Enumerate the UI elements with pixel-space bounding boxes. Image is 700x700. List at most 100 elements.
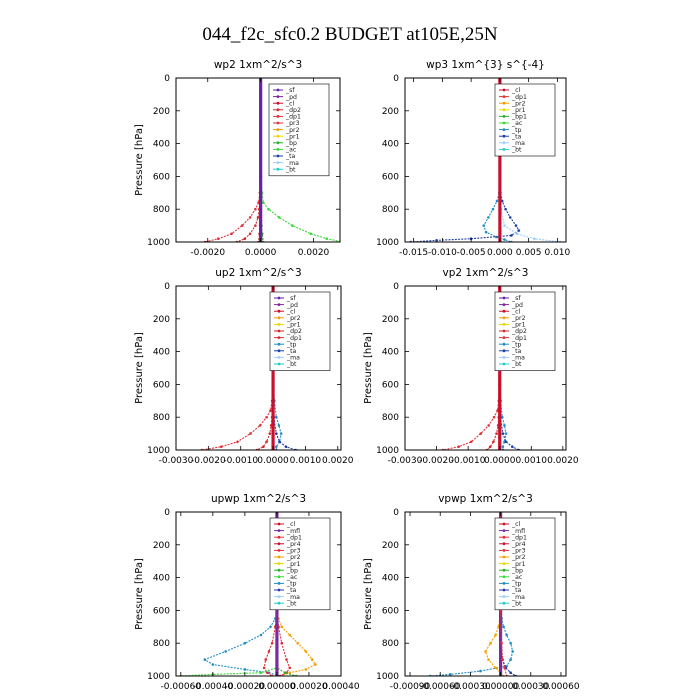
point-ta bbox=[508, 216, 512, 219]
point-tp bbox=[269, 625, 272, 629]
x-tick-label: 0.010 bbox=[544, 248, 570, 258]
point-dp1 bbox=[492, 415, 496, 419]
chart-panel-2: 0 200 400 600 800 1000-0.015 -0.010 -0.005 0.000… bbox=[376, 59, 570, 258]
point-dp1 bbox=[217, 237, 220, 241]
legend-label: _pd bbox=[285, 94, 297, 101]
legend-marker bbox=[502, 316, 506, 320]
legend-label: _sf bbox=[285, 87, 295, 94]
legend-marker bbox=[277, 522, 281, 526]
y-tick-label: 800 bbox=[382, 413, 399, 423]
x-tick-label: -0.010 bbox=[428, 248, 457, 258]
point-ac bbox=[325, 237, 329, 241]
plot-frame bbox=[404, 77, 567, 243]
x-tick-label: 0.000 bbox=[487, 248, 513, 258]
legend-marker bbox=[277, 529, 281, 532]
point-dp1 bbox=[479, 432, 483, 435]
y-axis-label: Pressure [hPa] bbox=[134, 332, 145, 404]
point-pr3 bbox=[285, 658, 288, 661]
legend-label: _ac bbox=[286, 574, 298, 581]
legend-label: _tp bbox=[286, 341, 297, 348]
y-tick-label: 600 bbox=[382, 380, 399, 390]
point-tp bbox=[448, 673, 452, 676]
legend-label: _sf bbox=[286, 295, 296, 302]
y-tick-label: 200 bbox=[382, 541, 399, 551]
point-tp bbox=[224, 650, 227, 653]
point-pr2 bbox=[489, 641, 492, 645]
legend-marker bbox=[502, 101, 506, 105]
y-tick-label: 1000 bbox=[147, 672, 170, 682]
legend-label: _dp1 bbox=[286, 534, 302, 541]
legend-label: _pr1 bbox=[511, 561, 526, 568]
point-sf bbox=[259, 109, 262, 113]
point-tp bbox=[279, 432, 283, 435]
legend-marker bbox=[277, 562, 281, 565]
legend-marker bbox=[277, 329, 281, 333]
legend-marker bbox=[276, 128, 280, 132]
point-tp bbox=[495, 199, 499, 203]
x-tick-label: 0.005 bbox=[516, 248, 542, 258]
y-tick-label: 200 bbox=[153, 315, 170, 325]
legend-marker bbox=[502, 336, 506, 339]
legend-label: _ac bbox=[285, 147, 297, 154]
point-tp bbox=[511, 650, 514, 653]
legend-label: _ma bbox=[285, 160, 299, 167]
point-tp bbox=[487, 216, 490, 219]
legend-marker bbox=[277, 542, 281, 546]
point-ac bbox=[267, 207, 270, 211]
point-ta bbox=[500, 199, 504, 203]
point-tp bbox=[502, 625, 505, 629]
legend-marker bbox=[277, 356, 281, 359]
legend-marker bbox=[502, 575, 506, 579]
legend-marker bbox=[277, 582, 281, 585]
legend-label: _bp bbox=[511, 567, 523, 574]
legend-marker bbox=[502, 535, 506, 539]
point-tp bbox=[509, 641, 512, 645]
y-tick-label: 800 bbox=[382, 205, 399, 215]
legend-label: _bt bbox=[286, 600, 297, 607]
legend-label: _ta bbox=[286, 348, 297, 355]
legend-label: _tp bbox=[286, 581, 297, 588]
legend-marker bbox=[502, 542, 506, 546]
y-tick-label: 600 bbox=[153, 380, 170, 390]
point-ac bbox=[261, 201, 265, 204]
point-sf bbox=[259, 142, 262, 145]
point-dp1 bbox=[248, 216, 252, 219]
y-axis-label: Pressure [hPa] bbox=[134, 124, 145, 196]
legend-label: _dp2 bbox=[285, 107, 301, 114]
point-tp bbox=[479, 669, 482, 673]
legend-marker bbox=[502, 88, 506, 92]
y-tick-label: 0 bbox=[164, 282, 170, 292]
point-cl bbox=[271, 415, 275, 419]
point-dp1 bbox=[267, 650, 271, 653]
legend-marker bbox=[502, 148, 506, 151]
legend-marker bbox=[276, 134, 280, 138]
point-ta bbox=[510, 234, 513, 237]
legend-label: _bt bbox=[286, 361, 297, 368]
point-tp bbox=[274, 415, 278, 419]
legend-marker bbox=[277, 595, 281, 598]
legend-marker bbox=[277, 296, 281, 300]
point-pr3 bbox=[280, 641, 284, 645]
legend-label: _cl bbox=[285, 100, 294, 107]
legend-marker bbox=[502, 356, 506, 359]
legend-label: _dp1 bbox=[511, 534, 527, 541]
x-tick-label: 0.00040 bbox=[322, 682, 359, 692]
panel-title: wp3 1xm^{3} s^{-4} bbox=[426, 59, 545, 71]
point-dp1 bbox=[501, 658, 504, 661]
x-tick-label: -0.015 bbox=[399, 248, 428, 258]
legend-label: _ta bbox=[285, 153, 296, 160]
legend-label: _cl bbox=[511, 521, 520, 528]
point-pr2 bbox=[314, 663, 317, 666]
point-dp2 bbox=[254, 224, 257, 227]
y-tick-label: 600 bbox=[153, 172, 170, 182]
point-tp bbox=[203, 658, 207, 661]
point-dp1 bbox=[266, 671, 269, 675]
legend-marker bbox=[277, 316, 281, 320]
x-tick-label: 0.00000 bbox=[258, 682, 295, 692]
x-tick-label: 0.00000 bbox=[482, 682, 519, 692]
legend-label: _pr1 bbox=[511, 107, 526, 114]
x-tick-label: 0.0020 bbox=[298, 248, 330, 258]
point-tp bbox=[259, 633, 263, 637]
point-dp1 bbox=[219, 445, 223, 449]
